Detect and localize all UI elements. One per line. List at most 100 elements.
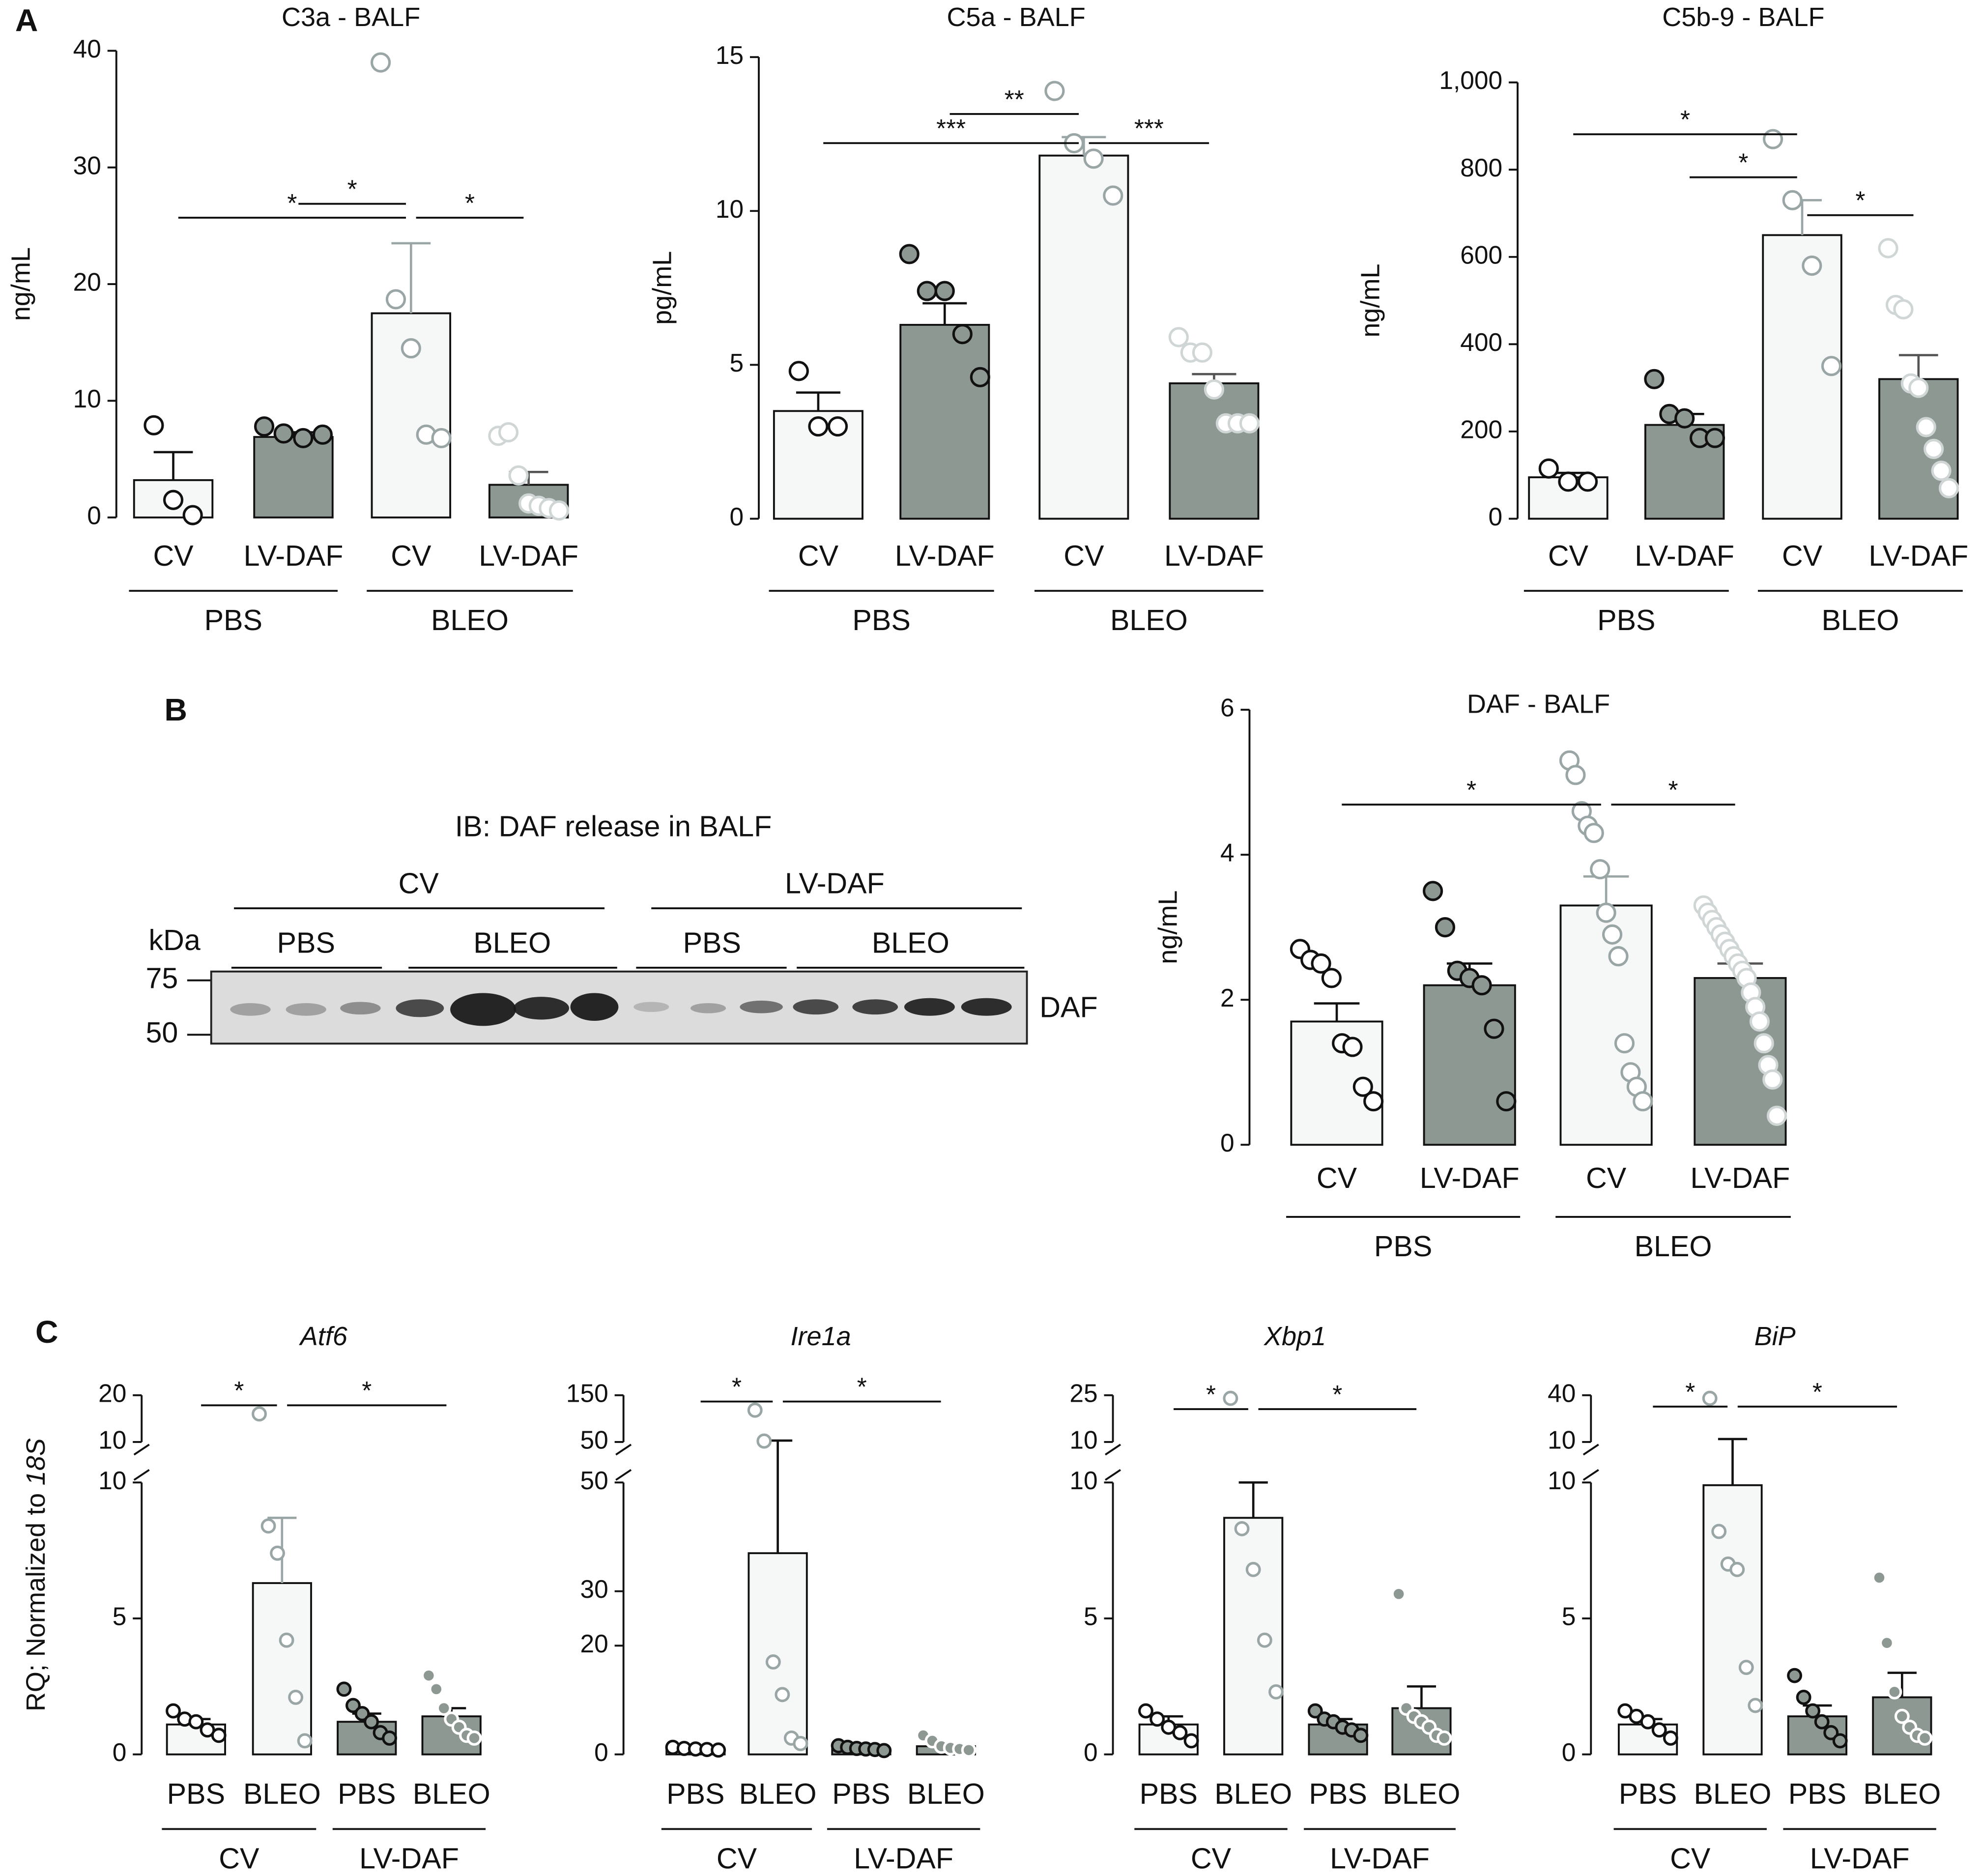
- panel-label: A: [15, 3, 38, 38]
- x-tick-label: CV: [153, 539, 194, 572]
- chart: Ire1a 0 20 30 50 50 150 PBS BLEO PBS BLEO CV LV-DAF *…: [566, 1322, 985, 1875]
- data-point: [1204, 379, 1224, 400]
- y-tick-label: 0: [1084, 1738, 1098, 1766]
- data-point: [1704, 428, 1725, 448]
- x-tick-label: PBS: [1140, 1777, 1198, 1810]
- y-tick-label: 10: [1548, 1466, 1576, 1495]
- y-axis-label: RQ; Normalized to 18S: [21, 1438, 51, 1711]
- data-point: [421, 1668, 436, 1683]
- data-point: [498, 422, 519, 443]
- data-point: [1614, 1033, 1635, 1054]
- error-bar: [1887, 1672, 1917, 1698]
- data-point: [1711, 1524, 1727, 1539]
- group-label: PBS: [1374, 1230, 1432, 1263]
- significance-label: *: [1206, 1380, 1216, 1409]
- data-point: [1223, 1390, 1238, 1406]
- y-tick-label: 40: [73, 34, 101, 63]
- data-point: [1391, 1586, 1407, 1602]
- y-tick-label: 50: [580, 1426, 608, 1454]
- chart: C5b-9 - BALF ng/mL 0 200 400 600 800 1,000 CV LV-…: [1355, 2, 1968, 636]
- data-point: [1814, 1714, 1830, 1730]
- data-point: [1583, 823, 1604, 843]
- data-point: [364, 1714, 379, 1730]
- data-point: [270, 1545, 286, 1561]
- data-point: [1753, 1033, 1774, 1054]
- data-point: [1435, 917, 1456, 938]
- y-tick-label: 5: [1562, 1602, 1576, 1631]
- data-point: [1353, 1728, 1369, 1743]
- axis-break: [1582, 1469, 1599, 1481]
- blot-treatment: BLEO: [872, 926, 949, 959]
- chart: Atf6 RQ; Normalized to 18S 0 5 10 10 20 PBS BLEO P…: [21, 1322, 490, 1875]
- data-point: [144, 415, 164, 435]
- significance-label: *: [1812, 1378, 1822, 1406]
- error-bar: [1314, 1002, 1360, 1022]
- error-bar: [1718, 1438, 1748, 1485]
- bands: [230, 993, 1012, 1026]
- x-tick-label: CV: [391, 539, 431, 572]
- y-tick-label: 4: [1220, 838, 1235, 867]
- data-point: [1938, 478, 1959, 498]
- bar: [253, 436, 334, 519]
- x-tick-label: LV-DAF: [1868, 539, 1968, 572]
- data-point: [1878, 238, 1898, 259]
- data-point: [1437, 1730, 1452, 1746]
- data-point: [1766, 1105, 1787, 1126]
- western-blot: IB: DAF release in BALF CV LV-DAF kDa PB…: [145, 810, 1097, 1049]
- band: [793, 999, 839, 1015]
- data-point: [1496, 1091, 1517, 1112]
- x-tick-label: BLEO: [243, 1777, 321, 1810]
- axis-break: [1105, 1469, 1121, 1481]
- data-point: [1924, 438, 1944, 459]
- y-axis-label-italic: 18S: [21, 1438, 51, 1485]
- data-point: [1602, 924, 1623, 945]
- group-label: BLEO: [431, 604, 509, 636]
- data-point: [1590, 859, 1610, 880]
- significance-label: *: [347, 175, 357, 203]
- data-point: [548, 500, 570, 521]
- bar: [252, 1582, 312, 1756]
- y-tick-label: 0: [113, 1738, 127, 1766]
- axis-break: [133, 1469, 150, 1481]
- data-point: [808, 416, 829, 437]
- data-point: [1268, 1684, 1284, 1700]
- x-tick-label: PBS: [1788, 1777, 1846, 1810]
- data-point: [1702, 1390, 1718, 1406]
- data-point: [1044, 81, 1065, 101]
- y-tick-label: 15: [716, 41, 744, 69]
- group-label: LV-DAF: [359, 1842, 459, 1875]
- data-point: [876, 1743, 892, 1759]
- blot-vector: LV-DAF: [785, 866, 885, 899]
- chart: DAF - BALF ng/mL 0 2 4 6 CV LV-DAF CV LV-DAF PBS BL…: [1153, 690, 1791, 1263]
- data-point: [1239, 413, 1260, 433]
- group-label: LV-DAF: [854, 1842, 953, 1875]
- group-label: PBS: [1597, 604, 1655, 636]
- significance-label: *: [857, 1372, 867, 1401]
- x-tick-label: LV-DAF: [1635, 539, 1734, 572]
- data-point: [466, 1730, 482, 1746]
- data-point: [1150, 1711, 1165, 1727]
- y-tick-label: 0: [1489, 502, 1503, 531]
- group-label: CV: [219, 1842, 259, 1875]
- x-tick-label: CV: [1063, 539, 1104, 572]
- error-bar: [796, 391, 840, 411]
- data-point: [1577, 471, 1598, 492]
- chart: C5a - BALF pg/mL 0 5 10 15 CV LV-DAF CV LV-DAF PBS…: [647, 2, 1264, 636]
- data-point: [1138, 1703, 1153, 1719]
- data-point: [827, 416, 848, 437]
- y-tick-label: 10: [716, 195, 744, 223]
- y-tick-label: 50: [580, 1466, 608, 1495]
- bar: [1762, 234, 1842, 520]
- chart: C3a - BALF ng/mL 0 10 20 30 40 CV LV-DAF CV LV-DAF…: [6, 2, 578, 636]
- data-point: [1931, 461, 1952, 481]
- chart-title: DAF - BALF: [1467, 690, 1610, 719]
- significance-label: *: [362, 1376, 372, 1405]
- blot-vector: CV: [399, 866, 439, 899]
- data-point: [1234, 1521, 1250, 1536]
- bar: [1423, 984, 1516, 1146]
- data-point: [163, 490, 184, 510]
- band: [852, 999, 898, 1015]
- x-tick-label: PBS: [1309, 1777, 1367, 1810]
- data-point: [1083, 148, 1104, 169]
